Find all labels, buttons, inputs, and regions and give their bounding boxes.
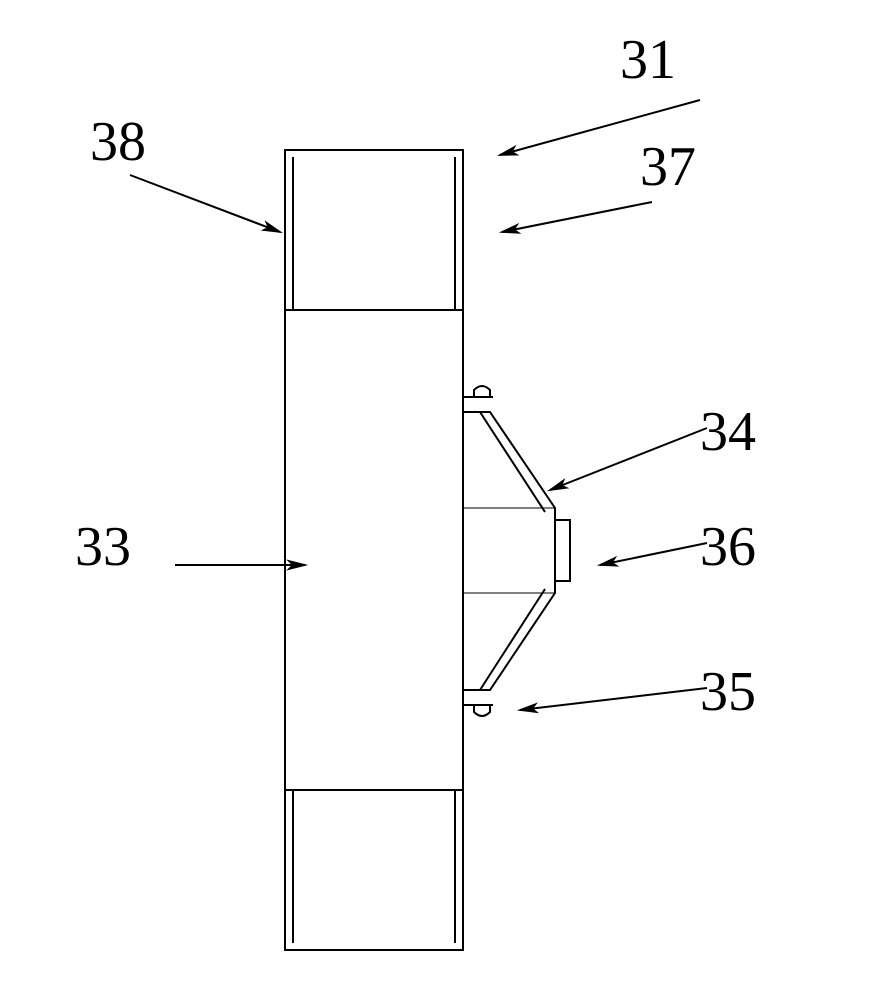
bolt-head — [474, 386, 490, 397]
leader-38 — [130, 175, 280, 232]
label-37: 37 — [640, 135, 696, 199]
label-38: 38 — [90, 110, 146, 174]
leader-37 — [502, 202, 652, 232]
bracket-inner-lines — [480, 412, 545, 690]
bracket-stub — [555, 520, 570, 581]
label-33: 33 — [75, 515, 131, 579]
bracket-outline — [463, 412, 555, 690]
main-body-rect — [285, 150, 463, 950]
bolt-head-bottom — [474, 705, 490, 716]
leader-36 — [600, 543, 707, 565]
leader-34 — [550, 428, 707, 490]
label-34: 34 — [700, 400, 756, 464]
label-31: 31 — [620, 28, 676, 92]
label-35: 35 — [700, 660, 756, 724]
label-36: 36 — [700, 515, 756, 579]
leader-35 — [520, 688, 707, 710]
